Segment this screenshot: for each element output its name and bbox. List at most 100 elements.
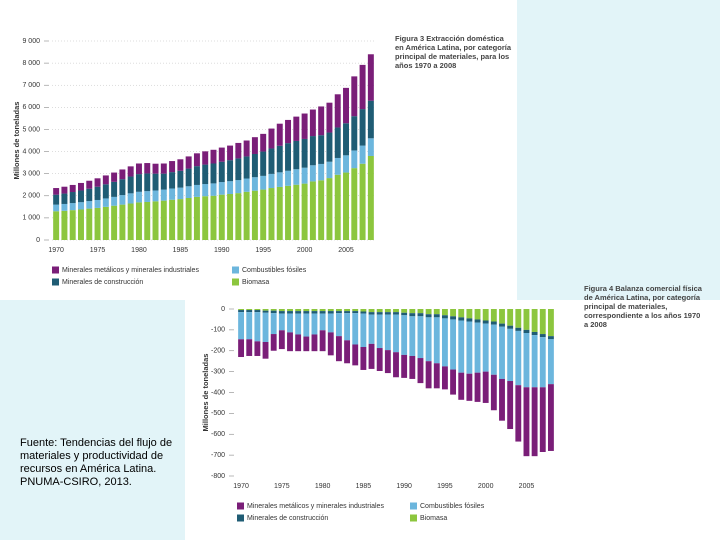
y-axis-label: Millones de toneladas <box>201 354 210 432</box>
bar-segment <box>539 387 546 452</box>
bar-segment <box>344 340 351 364</box>
bar-segment <box>466 321 473 374</box>
bar-segment <box>193 196 200 240</box>
bar-segment <box>334 94 341 128</box>
bar-segment <box>499 309 505 324</box>
bar-segment <box>367 155 374 240</box>
bar-segment <box>246 312 253 340</box>
bar-segment <box>61 210 68 240</box>
bar-segment <box>490 374 497 411</box>
bar-segment <box>177 199 184 240</box>
bar-segment <box>441 315 448 319</box>
bar-segment <box>474 309 481 320</box>
bar-segment <box>301 113 308 139</box>
legend-label: Combustibles fósiles <box>242 267 307 274</box>
x-tick-label: 1975 <box>90 247 106 254</box>
bar-segment <box>433 309 440 315</box>
y-tick-label: -300 <box>211 368 225 375</box>
bar-segment <box>169 161 176 173</box>
bar-segment <box>169 172 176 189</box>
bar-segment <box>210 163 217 184</box>
bar-segment <box>285 119 292 144</box>
bar-segment <box>293 169 300 185</box>
bar-segment <box>327 332 334 356</box>
bar-segment <box>268 128 275 149</box>
bar-segment <box>61 203 68 211</box>
bar-segment <box>144 163 151 174</box>
bar-segment <box>102 198 109 207</box>
bar-segment <box>303 311 310 314</box>
bar-segment <box>441 318 448 367</box>
bar-segment <box>547 339 554 385</box>
bar-segment <box>260 175 267 190</box>
bar-segment <box>210 195 217 240</box>
bar-segment <box>393 314 399 353</box>
bar-segment <box>53 211 60 240</box>
bar-segment <box>278 313 285 331</box>
bar-segment <box>202 184 209 197</box>
bar-segment <box>367 54 374 101</box>
bar-segment <box>243 156 250 179</box>
bar-segment <box>251 137 258 154</box>
bar-segment <box>343 123 349 156</box>
bar-segment <box>227 145 234 161</box>
bar-segment <box>144 173 151 192</box>
bar-segment <box>482 371 489 403</box>
bar-segment <box>368 312 375 315</box>
y-tick-label: -800 <box>211 473 225 480</box>
bar-segment <box>243 178 250 192</box>
bar-segment <box>177 187 184 200</box>
bar-segment <box>458 317 465 321</box>
bar-segment <box>344 309 351 312</box>
bar-segment <box>293 116 300 141</box>
bar-segment <box>202 164 209 185</box>
bar-segment <box>458 372 465 400</box>
bar-segment <box>327 309 334 312</box>
bar-segment <box>531 331 538 336</box>
bar-segment <box>177 170 184 188</box>
bar-segment <box>160 200 167 240</box>
bar-segment <box>490 324 497 375</box>
bar-segment <box>268 188 275 240</box>
bar-segment <box>409 316 416 356</box>
bar-segment <box>433 363 440 389</box>
bar-segment <box>218 194 225 240</box>
bar-segment <box>94 178 101 187</box>
bar-segment <box>384 309 391 313</box>
bar-segment <box>376 312 383 315</box>
bar-segment <box>409 313 416 317</box>
bar-segment <box>523 329 530 334</box>
bar-segment <box>276 172 283 187</box>
bar-segment <box>152 201 159 240</box>
bar-segment <box>227 160 234 182</box>
bar-segment <box>260 133 267 152</box>
legend-swatch <box>232 266 239 274</box>
bar-segment <box>295 309 302 312</box>
bar-segment <box>295 311 302 314</box>
y-tick-label: 9 000 <box>22 38 40 45</box>
bar-segment <box>474 372 481 402</box>
bar-segment <box>482 323 489 372</box>
bar-segment <box>119 204 126 240</box>
bar-segment <box>111 196 118 206</box>
bar-segment <box>335 336 342 362</box>
bar-segment <box>344 311 351 314</box>
x-tick-label: 1990 <box>214 247 230 254</box>
bar-segment <box>94 186 101 200</box>
bar-segment <box>482 309 489 321</box>
bar-segment <box>311 334 318 352</box>
bar-segment <box>334 174 341 240</box>
bar-segment <box>185 197 192 240</box>
bar-segment <box>335 309 342 312</box>
y-tick-label: 3 000 <box>22 171 40 178</box>
y-tick-label: -400 <box>211 389 225 396</box>
x-tick-label: 1970 <box>233 483 249 490</box>
x-tick-label: 1995 <box>437 483 453 490</box>
background-panel <box>517 0 720 300</box>
y-tick-label: 4 000 <box>22 148 40 155</box>
bar-segment <box>303 309 310 312</box>
bar-segment <box>425 317 432 362</box>
bar-segment <box>327 311 334 314</box>
bar-segment <box>441 309 448 316</box>
x-tick-label: 1985 <box>356 483 372 490</box>
